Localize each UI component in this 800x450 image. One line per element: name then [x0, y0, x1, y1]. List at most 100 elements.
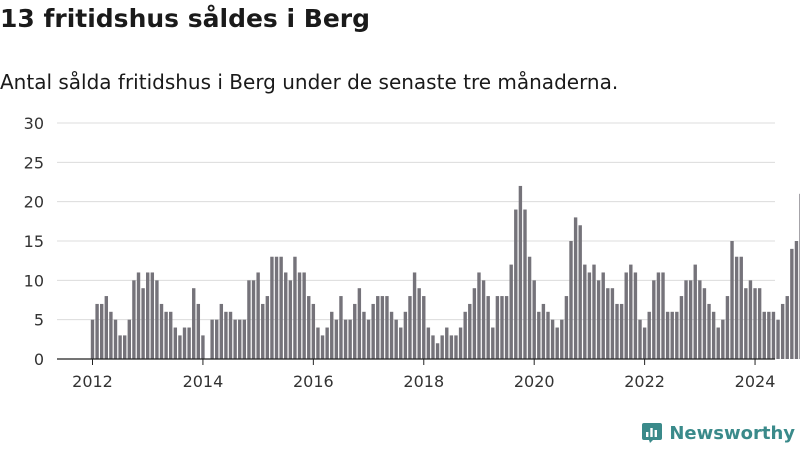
bar	[656, 272, 661, 359]
bar	[546, 311, 550, 359]
bar	[159, 303, 164, 359]
bar	[500, 296, 504, 359]
bar	[320, 335, 325, 359]
bar	[256, 272, 260, 359]
bar	[90, 319, 95, 359]
bar	[472, 288, 477, 359]
bar	[454, 335, 458, 359]
bar	[693, 264, 697, 359]
bar	[109, 311, 113, 359]
bar	[550, 319, 555, 359]
bar	[348, 319, 352, 359]
bar	[113, 319, 118, 359]
bar	[385, 296, 389, 359]
bar	[675, 311, 679, 359]
y-tick-label: 25	[24, 153, 44, 172]
bar	[491, 327, 495, 359]
bar	[408, 296, 412, 359]
bar	[215, 319, 219, 359]
newsworthy-logo-text: Newsworthy	[669, 422, 795, 444]
bar	[725, 296, 730, 359]
bar	[261, 303, 265, 359]
bar	[587, 272, 592, 359]
bar	[228, 311, 233, 359]
bar	[721, 319, 725, 359]
bar	[541, 303, 546, 359]
bar	[104, 296, 109, 359]
bar	[767, 311, 771, 359]
bar	[757, 288, 762, 359]
y-tick-label: 15	[24, 232, 44, 251]
bar	[238, 319, 242, 359]
bar	[679, 296, 684, 359]
bar	[762, 311, 766, 359]
bar	[302, 272, 306, 359]
bar	[187, 327, 191, 359]
bar	[486, 296, 490, 359]
y-tick-label: 5	[34, 311, 44, 330]
bar	[647, 311, 651, 359]
bar	[445, 327, 449, 359]
bar	[399, 327, 403, 359]
y-tick-label: 20	[24, 193, 44, 212]
bar	[182, 327, 187, 359]
bar	[514, 209, 518, 359]
bar	[652, 280, 656, 359]
bar	[739, 256, 743, 359]
bar	[638, 319, 642, 359]
bar	[431, 335, 435, 359]
bar	[362, 311, 366, 359]
bar	[569, 241, 573, 359]
bar	[155, 280, 159, 359]
x-tick-label: 2018	[403, 372, 444, 391]
bar	[279, 256, 283, 359]
bar	[573, 217, 578, 359]
bar	[242, 319, 247, 359]
x-tick-label: 2020	[514, 372, 555, 391]
bar	[776, 319, 780, 359]
chart-title: 13 fritidshus såldes i Berg	[0, 4, 371, 33]
x-tick-label: 2022	[624, 372, 665, 391]
bar	[629, 264, 633, 359]
bar	[357, 288, 362, 359]
bar	[270, 256, 274, 359]
newsworthy-logo-icon	[642, 423, 663, 443]
bar	[463, 311, 467, 359]
bar	[633, 272, 638, 359]
x-tick-label: 2016	[293, 372, 334, 391]
bar	[219, 303, 224, 359]
bar	[288, 280, 293, 359]
bar	[748, 280, 753, 359]
bar	[753, 288, 757, 359]
bar	[210, 319, 214, 359]
bar	[293, 256, 297, 359]
bar	[730, 241, 734, 359]
bar	[127, 319, 132, 359]
bar	[707, 303, 711, 359]
bar	[366, 319, 371, 359]
bar	[146, 272, 150, 359]
bar	[141, 288, 145, 359]
bar	[661, 272, 665, 359]
bar	[412, 272, 417, 359]
bar	[311, 303, 316, 359]
bar	[435, 343, 440, 359]
bar	[164, 311, 168, 359]
bar	[744, 288, 748, 359]
bar	[537, 311, 541, 359]
bar	[100, 303, 104, 359]
bar	[684, 280, 688, 359]
bar	[509, 264, 513, 359]
bar	[780, 303, 785, 359]
bar	[343, 319, 348, 359]
bar	[734, 256, 739, 359]
bar	[771, 311, 776, 359]
bar	[619, 303, 624, 359]
bar	[353, 303, 357, 359]
bar	[334, 319, 339, 359]
bar	[274, 256, 279, 359]
bar	[440, 335, 444, 359]
y-tick-label: 0	[34, 350, 44, 369]
bar	[192, 288, 196, 359]
